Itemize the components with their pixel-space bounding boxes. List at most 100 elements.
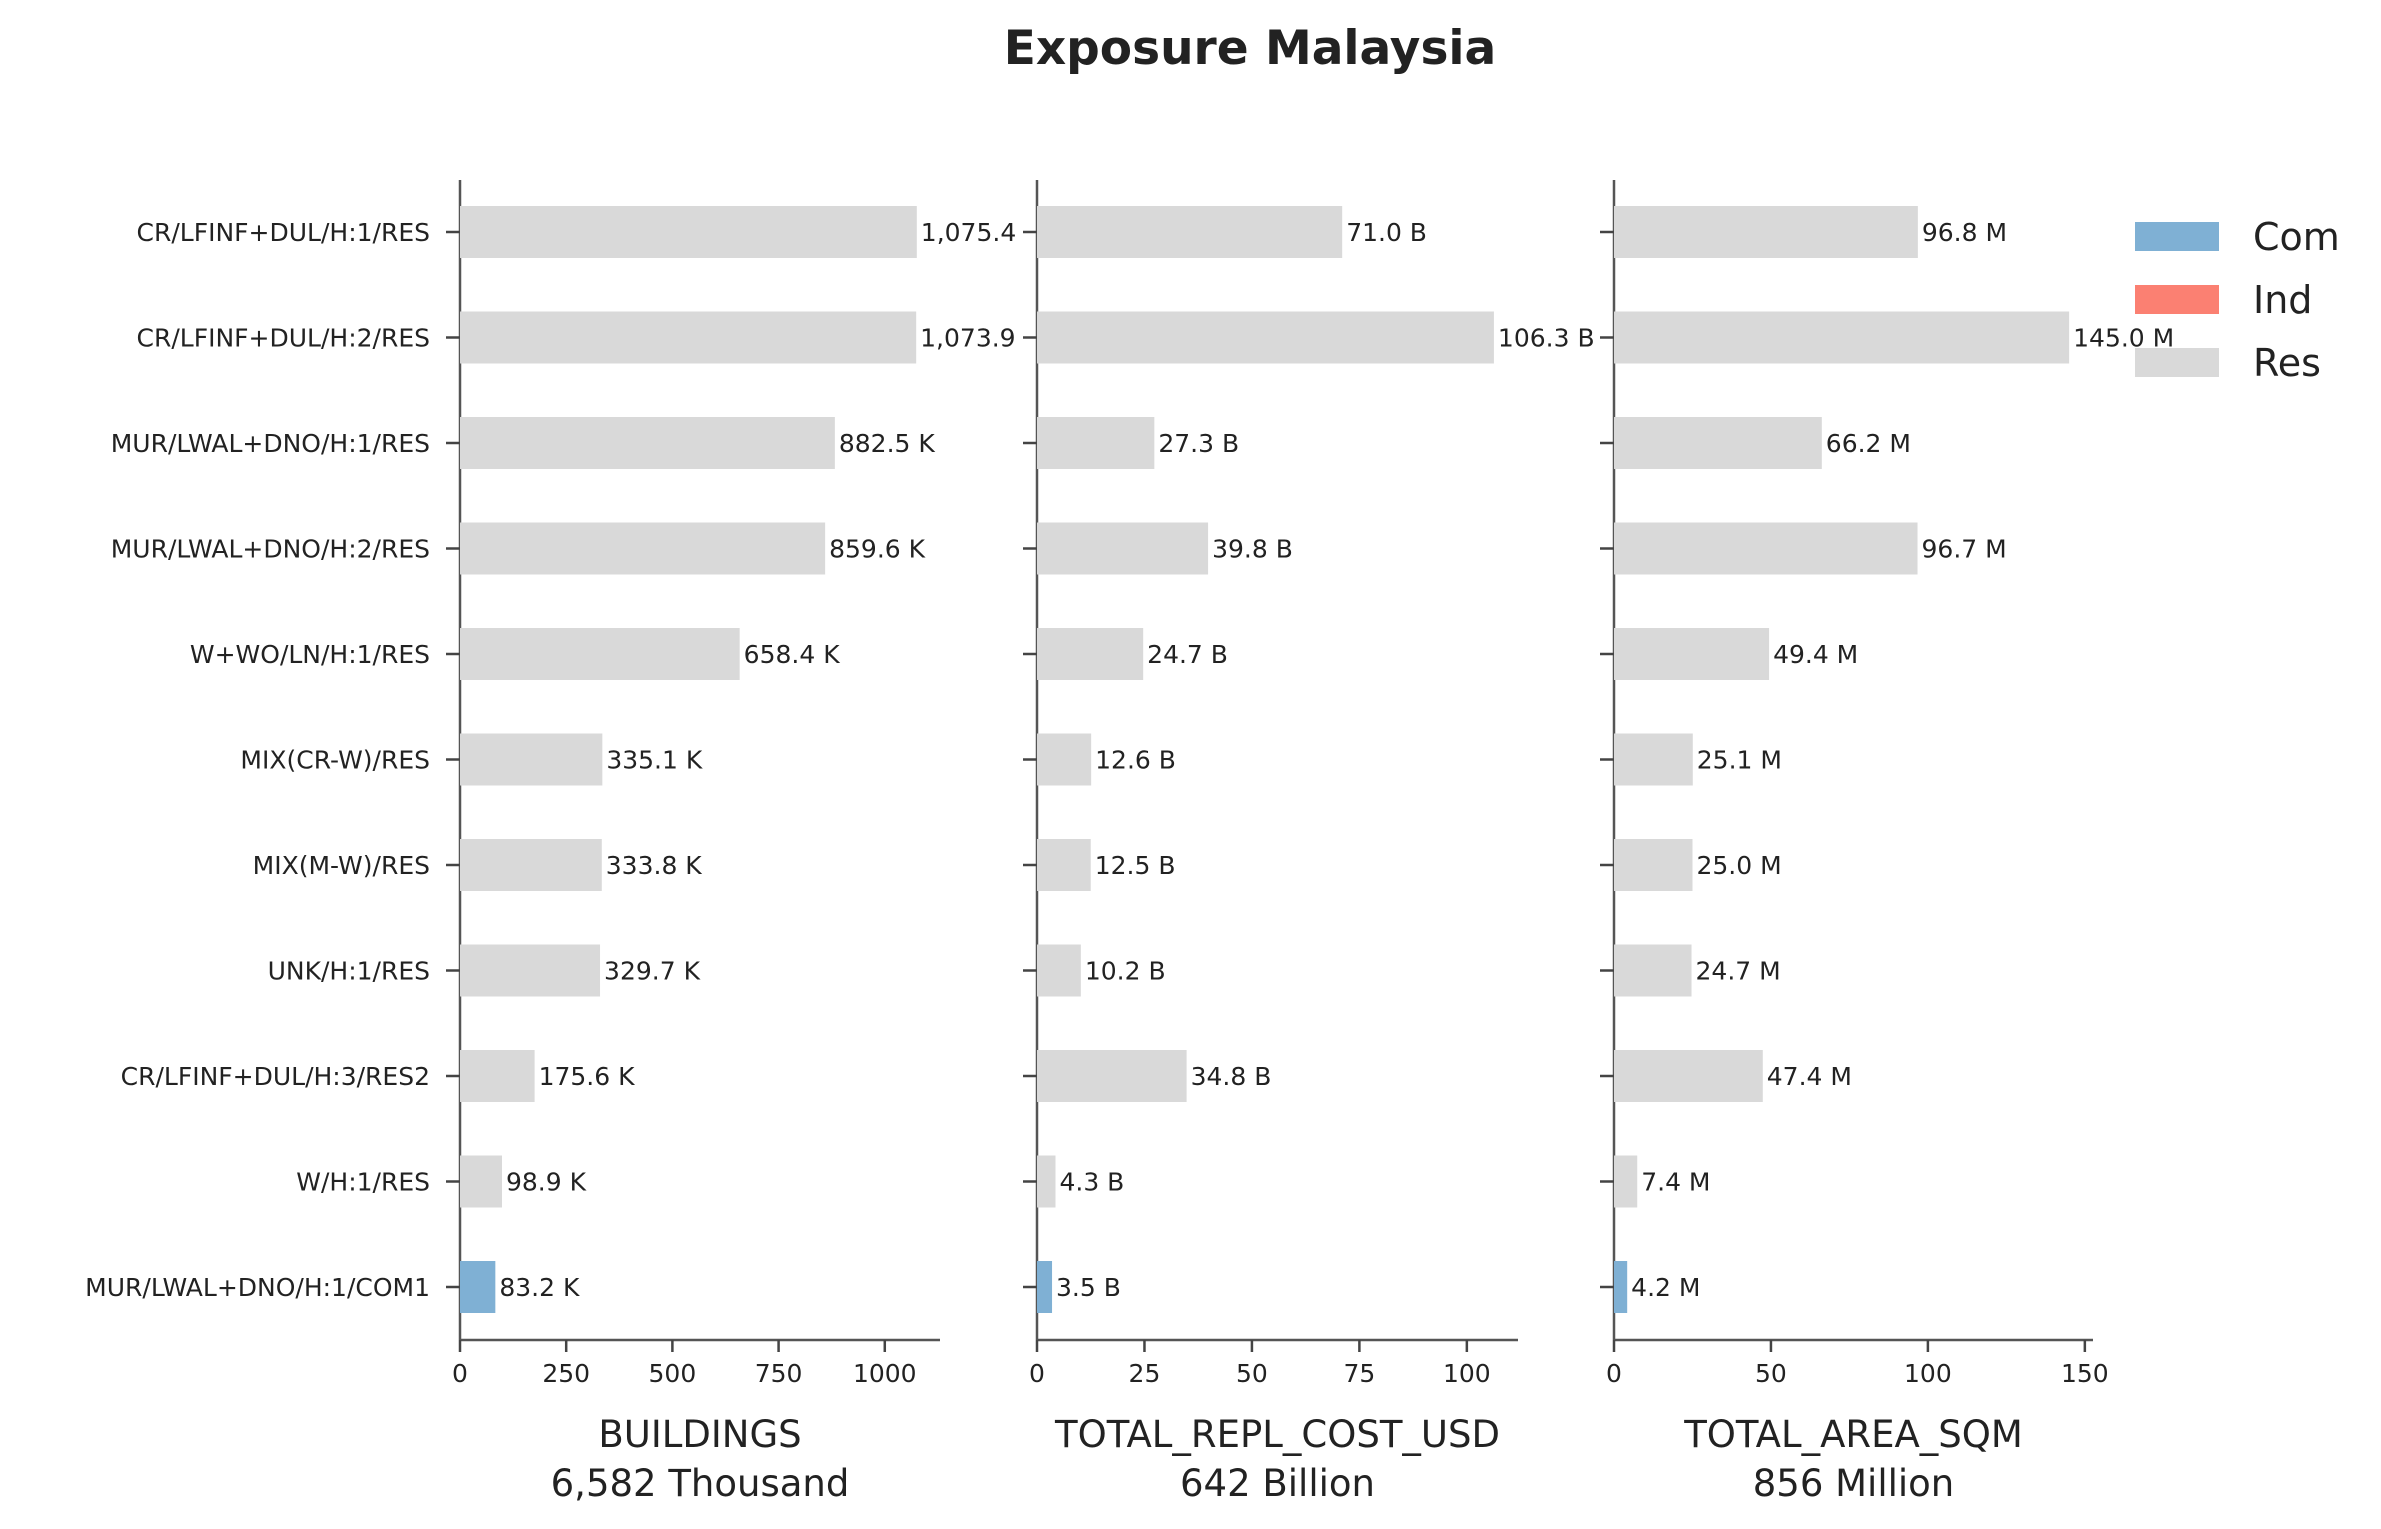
bar-value-label: 335.1 K: [606, 746, 703, 775]
bar-value-label: 96.8 M: [1922, 218, 2007, 247]
bar-value-label: 7.4 M: [1641, 1168, 1710, 1197]
x-axis-subtitle: 856 Million: [1753, 1462, 1955, 1505]
bar-value-label: 10.2 B: [1085, 957, 1166, 986]
bar-1-10: [460, 1155, 503, 1208]
bar-value-label: 66.2 M: [1826, 429, 1911, 458]
legend-swatch-com: [2135, 222, 2219, 251]
x-axis-label: TOTAL_AREA_SQM: [1683, 1413, 2023, 1456]
bar-3-1: [1614, 206, 1918, 258]
bar-1-3: [460, 417, 835, 469]
bar-3-10: [1614, 1155, 1638, 1208]
bar-2-11: [1037, 1261, 1053, 1313]
bar-value-label: 333.8 K: [606, 851, 703, 880]
bar-value-label: 25.0 M: [1696, 851, 1781, 880]
bar-3-8: [1614, 944, 1692, 997]
bar-1-1: [460, 206, 917, 258]
x-tick-label: 100: [1443, 1359, 1491, 1388]
bar-2-10: [1037, 1155, 1056, 1208]
bar-value-label: 39.8 B: [1212, 535, 1293, 564]
x-tick-label: 75: [1343, 1359, 1375, 1388]
bar-2-7: [1037, 839, 1091, 891]
x-tick-label: 0: [1029, 1359, 1045, 1388]
bar-value-label: 1,073.9: [920, 324, 1015, 353]
bar-1-9: [460, 1050, 535, 1102]
category-label: UNK/H:1/RES: [268, 957, 430, 986]
bar-value-label: 49.4 M: [1773, 640, 1858, 669]
chart-legend: Com Ind Res: [2135, 215, 2340, 385]
bar-2-2: [1037, 311, 1494, 364]
category-label: CR/LFINF+DUL/H:1/RES: [137, 218, 430, 247]
bar-value-label: 96.7 M: [1922, 535, 2007, 564]
bar-3-7: [1614, 839, 1693, 891]
bar-value-label: 3.5 B: [1056, 1273, 1121, 1302]
bar-1-8: [460, 944, 601, 997]
bar-value-label: 12.5 B: [1095, 851, 1176, 880]
legend-swatch-ind: [2135, 285, 2219, 314]
x-tick-label: 50: [1755, 1359, 1787, 1388]
legend-label-com: Com: [2253, 215, 2340, 259]
bar-2-3: [1037, 417, 1155, 469]
bar-1-6: [460, 733, 603, 786]
bar-value-label: 1,075.4: [921, 218, 1016, 247]
bar-value-label: 658.4 K: [744, 640, 841, 669]
legend-swatch-res: [2135, 348, 2219, 377]
legend-label-res: Res: [2253, 341, 2321, 385]
bar-2-1: [1037, 206, 1343, 258]
category-label: W+WO/LN/H:1/RES: [190, 640, 430, 669]
panel-1: 1,075.4 CR/LFINF+DUL/H:1/RES 1,073.9 CR/LFI…: [85, 180, 1016, 1505]
bar-value-label: 106.3 B: [1498, 324, 1595, 353]
x-tick-label: 1000: [853, 1359, 917, 1388]
legend-label-ind: Ind: [2253, 278, 2312, 322]
x-axis-label: BUILDINGS: [598, 1413, 801, 1456]
bar-2-8: [1037, 944, 1081, 997]
category-label: MUR/LWAL+DNO/H:2/RES: [111, 535, 430, 564]
bar-value-label: 859.6 K: [829, 535, 926, 564]
bar-value-label: 25.1 M: [1697, 746, 1782, 775]
bar-3-4: [1614, 522, 1918, 575]
category-label: MUR/LWAL+DNO/H:1/COM1: [85, 1273, 430, 1302]
bar-value-label: 24.7 B: [1147, 640, 1228, 669]
chart-title: Exposure Malaysia: [1004, 21, 1497, 76]
bar-3-2: [1614, 311, 2070, 364]
bar-3-6: [1614, 733, 1693, 786]
category-label: MUR/LWAL+DNO/H:1/RES: [111, 429, 430, 458]
x-tick-label: 150: [2061, 1359, 2109, 1388]
bar-1-7: [460, 839, 602, 891]
bar-2-6: [1037, 733, 1092, 786]
x-tick-label: 750: [755, 1359, 803, 1388]
bar-3-5: [1614, 628, 1770, 680]
bar-value-label: 71.0 B: [1346, 218, 1427, 247]
x-axis-subtitle: 6,582 Thousand: [551, 1462, 850, 1505]
panel-3: 96.8 M 145.0 M 66.2 M 96.7 M 49.4 M 25.1 M 25.…: [1600, 180, 2174, 1505]
x-tick-label: 250: [542, 1359, 590, 1388]
bar-value-label: 4.2 M: [1631, 1273, 1700, 1302]
category-label: W/H:1/RES: [296, 1168, 430, 1197]
bar-3-3: [1614, 417, 1822, 469]
bar-2-5: [1037, 628, 1144, 680]
panel-2: 71.0 B 106.3 B 27.3 B 39.8 B 24.7 B 12.6 B 12.…: [1023, 180, 1595, 1505]
x-tick-label: 100: [1904, 1359, 1952, 1388]
bar-value-label: 145.0 M: [2073, 324, 2174, 353]
category-label: CR/LFINF+DUL/H:3/RES2: [121, 1062, 430, 1091]
x-tick-label: 50: [1236, 1359, 1268, 1388]
bar-3-9: [1614, 1050, 1763, 1102]
bar-value-label: 83.2 K: [499, 1273, 580, 1302]
bar-1-11: [460, 1261, 496, 1313]
bar-1-5: [460, 628, 740, 680]
category-label: MIX(CR-W)/RES: [240, 746, 430, 775]
bar-2-4: [1037, 522, 1209, 575]
bar-value-label: 24.7 M: [1696, 957, 1781, 986]
bar-value-label: 4.3 B: [1059, 1168, 1124, 1197]
category-label: MIX(M-W)/RES: [253, 851, 430, 880]
x-tick-label: 25: [1129, 1359, 1161, 1388]
x-tick-label: 500: [649, 1359, 697, 1388]
bar-value-label: 27.3 B: [1158, 429, 1239, 458]
x-axis-subtitle: 642 Billion: [1180, 1462, 1375, 1505]
x-tick-label: 0: [452, 1359, 468, 1388]
bar-value-label: 98.9 K: [506, 1168, 587, 1197]
bar-value-label: 34.8 B: [1191, 1062, 1272, 1091]
bar-1-4: [460, 522, 826, 575]
category-label: CR/LFINF+DUL/H:2/RES: [137, 324, 430, 353]
